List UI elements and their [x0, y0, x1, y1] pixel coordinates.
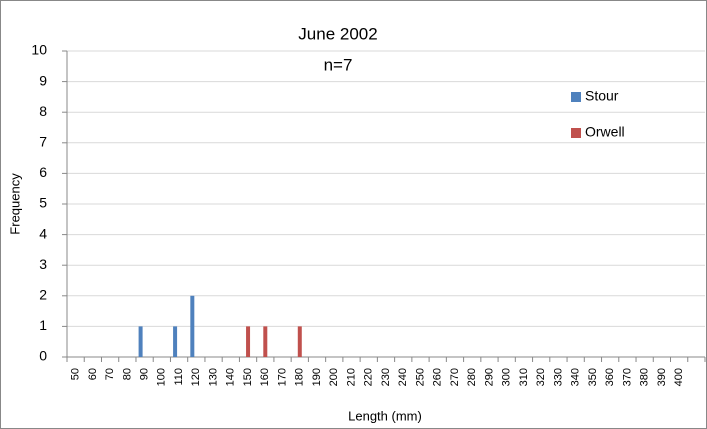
y-tick-label: 10: [31, 42, 47, 58]
y-tick-label: 6: [39, 164, 47, 180]
x-tick-label: 90: [139, 368, 151, 380]
x-tick-label: 110: [173, 368, 185, 386]
legend-swatch: [571, 128, 581, 138]
x-tick-label: 190: [311, 368, 323, 386]
x-tick-label: 230: [380, 368, 392, 386]
legend-swatch: [571, 92, 581, 102]
bar: [138, 326, 143, 357]
legend-label: Stour: [585, 88, 619, 104]
x-tick-label: 260: [432, 368, 444, 386]
chart-title: June 2002: [298, 24, 377, 43]
x-tick-label: 140: [225, 368, 237, 386]
x-tick-label: 100: [156, 368, 168, 386]
y-tick-label: 0: [39, 348, 47, 364]
x-tick-label: 180: [294, 368, 306, 386]
y-tick-label: 7: [39, 134, 47, 150]
bar: [173, 326, 178, 357]
x-tick-label: 390: [656, 368, 668, 386]
chart-subtitle: n=7: [324, 55, 353, 74]
y-tick-label: 5: [39, 195, 47, 211]
x-tick-label: 50: [70, 368, 82, 380]
x-tick-label: 240: [397, 368, 409, 386]
x-axis-label: Length (mm): [348, 408, 422, 423]
y-axis-label: Frequency: [7, 173, 22, 235]
bar: [297, 326, 302, 357]
x-tick-label: 170: [276, 368, 288, 386]
x-tick-label: 360: [604, 368, 616, 386]
x-tick-label: 270: [449, 368, 461, 386]
x-tick-label: 200: [328, 368, 340, 386]
y-tick-label: 8: [39, 103, 47, 119]
x-tick-label: 280: [466, 368, 478, 386]
x-tick-label: 400: [673, 368, 685, 386]
y-tick-label: 4: [39, 225, 47, 241]
bar: [190, 295, 195, 357]
x-tick-label: 310: [518, 368, 530, 386]
x-tick-label: 320: [535, 368, 547, 386]
x-tick-label: 380: [639, 368, 651, 386]
x-tick-label: 80: [121, 368, 133, 380]
x-tick-label: 330: [552, 368, 564, 386]
x-tick-label: 300: [501, 368, 513, 386]
y-tick-label: 2: [39, 287, 47, 303]
y-tick-label: 3: [39, 256, 47, 272]
x-tick-label: 150: [242, 368, 254, 386]
legend-label: Orwell: [585, 124, 625, 140]
x-tick-label: 370: [621, 368, 633, 386]
x-tick-label: 160: [259, 368, 271, 386]
x-tick-label: 350: [587, 368, 599, 386]
x-tick-label: 290: [483, 368, 495, 386]
x-tick-label: 120: [190, 368, 202, 386]
x-tick-label: 220: [363, 368, 375, 386]
y-tick-label: 9: [39, 72, 47, 88]
x-tick-label: 340: [570, 368, 582, 386]
bar: [246, 326, 251, 357]
x-tick-label: 250: [414, 368, 426, 386]
x-tick-label: 130: [207, 368, 219, 386]
x-tick-label: 210: [345, 368, 357, 386]
x-tick-label: 70: [104, 368, 116, 380]
x-tick-label: 60: [87, 368, 99, 380]
bar: [263, 326, 268, 357]
y-tick-label: 1: [39, 317, 47, 333]
